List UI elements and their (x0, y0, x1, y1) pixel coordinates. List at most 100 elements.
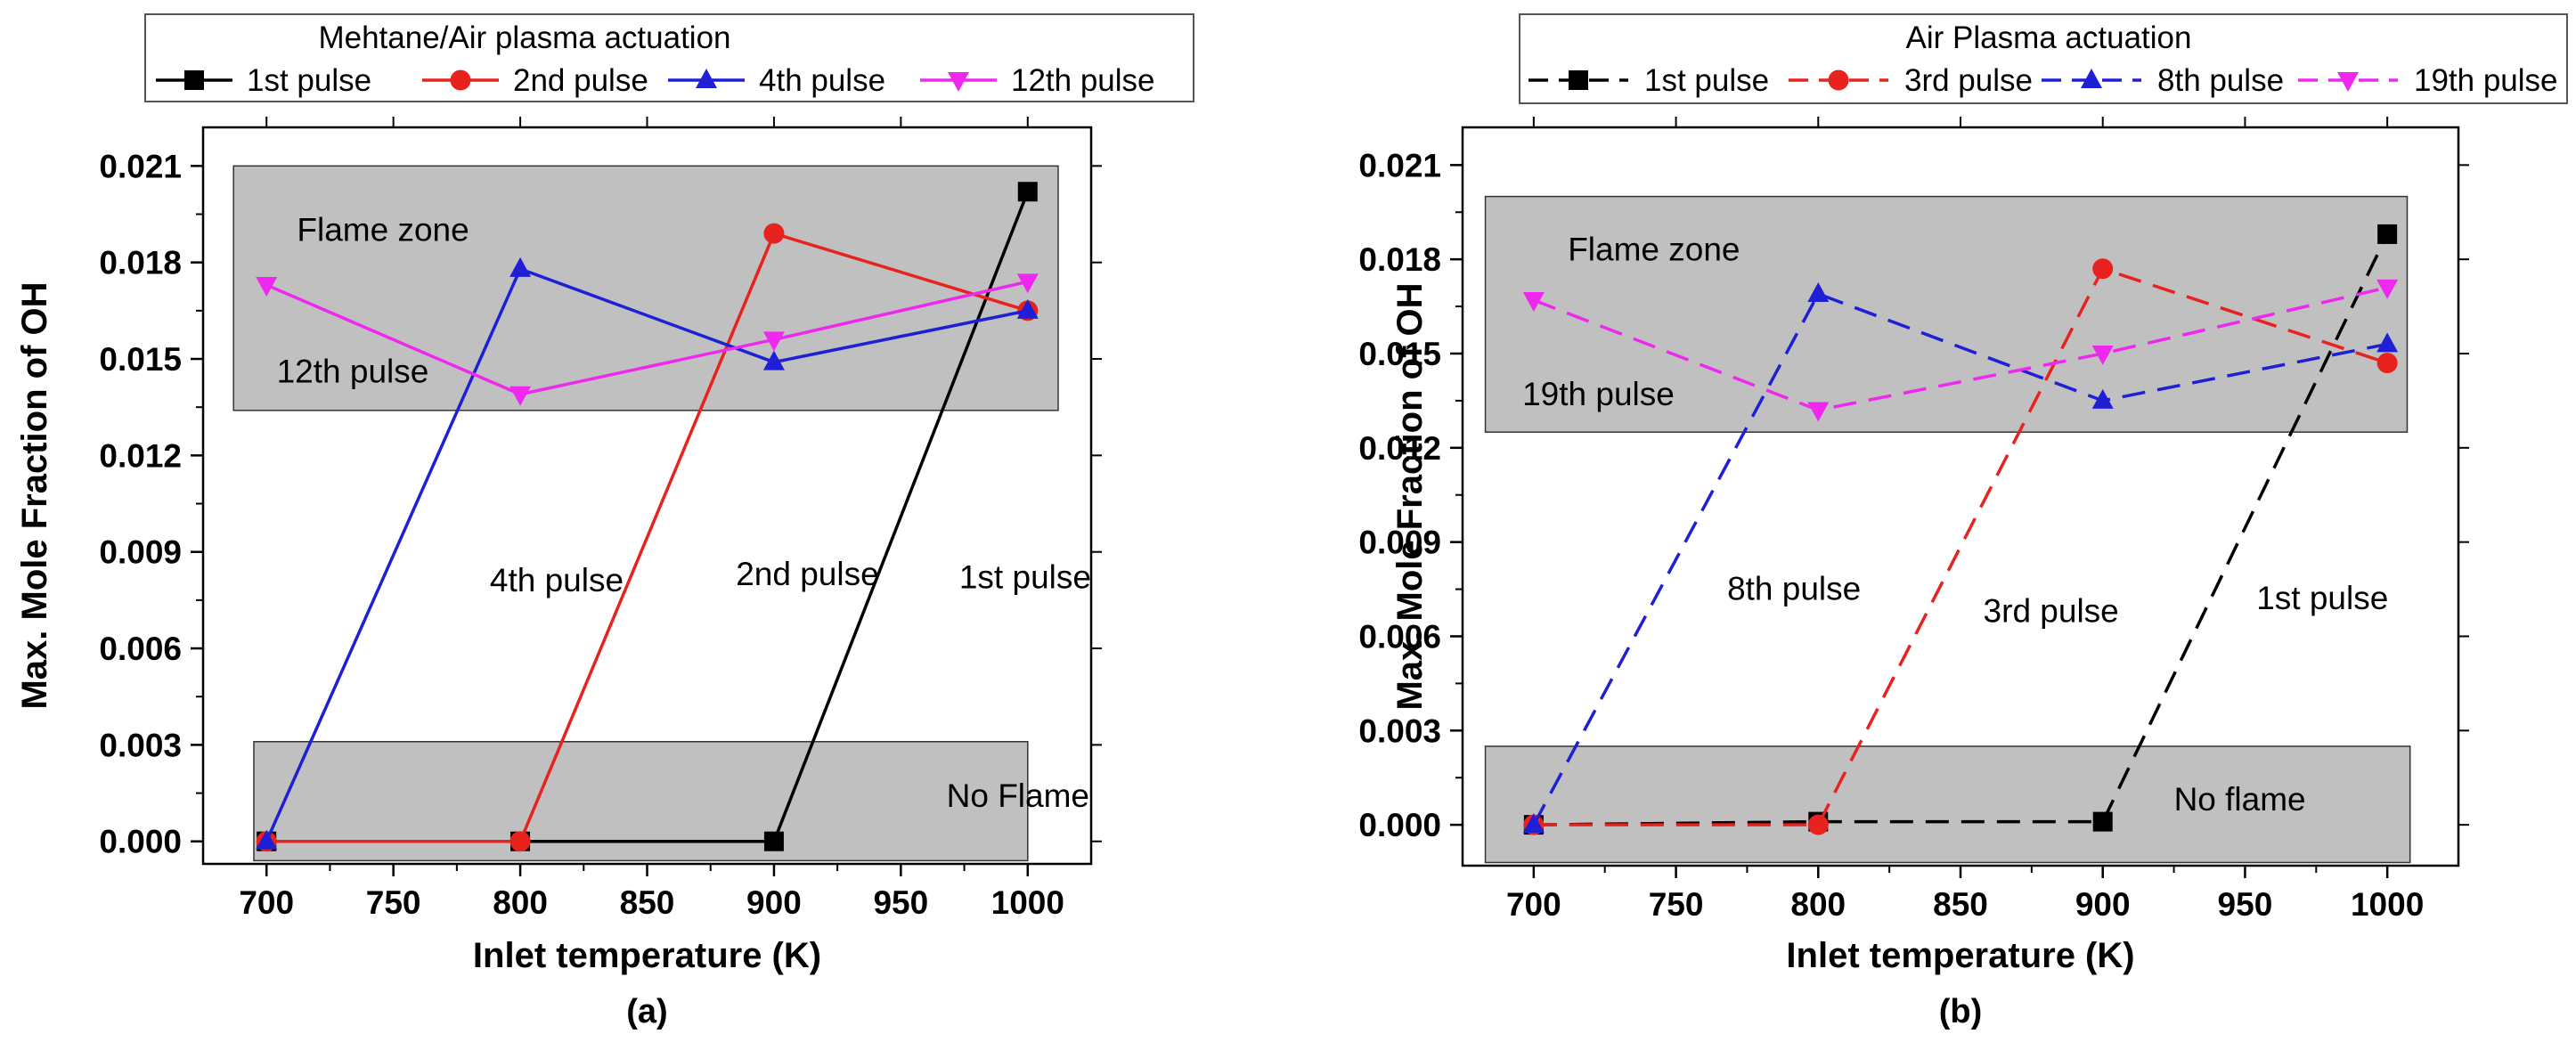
x-tick-label: 800 (493, 884, 548, 921)
y-tick-label: 0.009 (99, 534, 182, 571)
zone-label: No Flame (947, 777, 1089, 814)
y-tick-label: 0.000 (99, 824, 182, 860)
data-point (2092, 258, 2114, 280)
x-axis-label: Inlet temperature (K) (1786, 936, 2134, 975)
y-tick-label: 0.012 (99, 437, 182, 474)
annotation-label: 19th pulse (1522, 376, 1675, 412)
legend-box (144, 13, 1194, 102)
panel-b: 700 750 800 850 900 950 1000 0.000 0.003 0.006 0.0… (1358, 13, 2568, 1030)
data-point (1807, 814, 1829, 835)
legend-marker (184, 70, 204, 90)
zone-box (1484, 195, 2409, 433)
data-point (2376, 332, 2399, 353)
data-point (1016, 273, 1039, 294)
y-tick-label: 0.006 (99, 631, 182, 667)
y-tick-label: 0.003 (99, 727, 182, 763)
annotation-label: 12th pulse (277, 353, 429, 389)
legend-entry-label: 2nd pulse (513, 63, 648, 98)
data-point (2092, 811, 2113, 832)
legend-entry-label: 1st pulse (247, 63, 371, 98)
series-line-2nd-pulse (266, 232, 1029, 843)
y-axis-label: Max. Mole Fraction of OH (1390, 282, 1430, 710)
x-tick-label: 850 (1933, 886, 1988, 923)
legend-marker (2081, 69, 2102, 88)
x-tick-label: 800 (1790, 886, 1846, 923)
zone-box (232, 165, 1059, 411)
x-tick-label: 900 (746, 884, 802, 921)
legend-marker (1828, 69, 1849, 91)
legend-entry-label: 19th pulse (2414, 63, 2558, 98)
data-point (256, 829, 278, 850)
y-tick-label: 0.015 (99, 341, 182, 378)
legend-title: Air Plasma actuation (1906, 20, 2192, 55)
data-point (1017, 182, 1038, 202)
y-tick-label: 0.018 (1358, 241, 1441, 278)
legend-title: Mehtane/Air plasma actuation (318, 20, 730, 55)
x-tick-label: 1000 (2351, 886, 2424, 923)
data-point (2376, 353, 2398, 374)
legend-entry-label: 1st pulse (1644, 63, 1769, 98)
data-point (762, 350, 785, 370)
x-tick-label: 850 (620, 884, 675, 921)
legend-marker (696, 69, 717, 88)
y-tick-label: 0.009 (1358, 525, 1441, 561)
data-point (509, 256, 532, 277)
legend-marker (948, 72, 969, 92)
x-tick-label: 1000 (991, 884, 1064, 921)
zone-box (1484, 745, 2411, 864)
y-tick-label: 0.021 (99, 148, 182, 184)
data-point (1016, 298, 1039, 319)
data-point (1522, 813, 1545, 834)
data-point (762, 331, 785, 352)
series-line-1st-pulse (1533, 233, 2389, 826)
y-tick-label: 0.021 (1358, 147, 1441, 183)
y-tick-label: 0.012 (1358, 430, 1441, 467)
data-point (2376, 279, 2399, 299)
annotation-label: 4th pulse (490, 562, 624, 598)
data-point (1807, 281, 1830, 302)
zone-label: Flame zone (1568, 232, 1740, 268)
legend-entry-label: 12th pulse (1011, 63, 1155, 98)
data-point (509, 831, 531, 852)
x-tick-label: 700 (1506, 886, 1561, 923)
legend-box (1519, 13, 2568, 104)
data-point (256, 276, 278, 297)
panel-a: 700 750 800 850 900 950 1000 0.000 0.003 0.006 0.0… (15, 13, 1194, 1030)
series-line-8th-pulse (1532, 291, 2388, 826)
x-tick-label: 700 (239, 884, 294, 921)
data-point (509, 386, 532, 406)
annotation-label: 1st pulse (959, 559, 1091, 596)
x-axis-label: Inlet temperature (K) (473, 936, 821, 975)
y-tick-label: 0.003 (1358, 712, 1441, 749)
data-point (2091, 388, 2114, 409)
y-tick-label: 0.018 (99, 245, 182, 281)
x-tick-label: 950 (2218, 886, 2273, 923)
annotation-label: 3rd pulse (1984, 592, 2119, 629)
panel-label: (a) (626, 993, 667, 1030)
series-line-4th-pulse (265, 266, 1029, 843)
y-tick-label: 0.006 (1358, 618, 1441, 655)
legend-entry-label: 4th pulse (759, 63, 885, 98)
legend-entry-label: 3rd pulse (1904, 63, 2033, 98)
data-point (2091, 345, 2114, 365)
series-line-19th-pulse (1533, 286, 2388, 412)
x-tick-label: 750 (1649, 886, 1704, 923)
data-point (1807, 402, 1830, 422)
x-tick-label: 950 (873, 884, 928, 921)
legend-marker (450, 69, 471, 91)
panel-label: (b) (1939, 993, 1983, 1030)
annotation-label: 1st pulse (2256, 580, 2388, 616)
y-tick-label: 0.000 (1358, 807, 1441, 843)
data-point (1522, 292, 1545, 313)
y-tick-label: 0.015 (1358, 336, 1441, 372)
legend-marker (2337, 72, 2359, 92)
data-point (2377, 224, 2398, 244)
annotation-label: 2nd pulse (736, 556, 878, 592)
x-tick-label: 900 (2075, 886, 2131, 923)
y-axis-label: Max. Mole Fraction of OH (15, 281, 54, 709)
data-point (763, 831, 784, 851)
data-point (763, 223, 785, 244)
zone-label: No flame (2174, 781, 2306, 818)
x-tick-label: 750 (366, 884, 421, 921)
